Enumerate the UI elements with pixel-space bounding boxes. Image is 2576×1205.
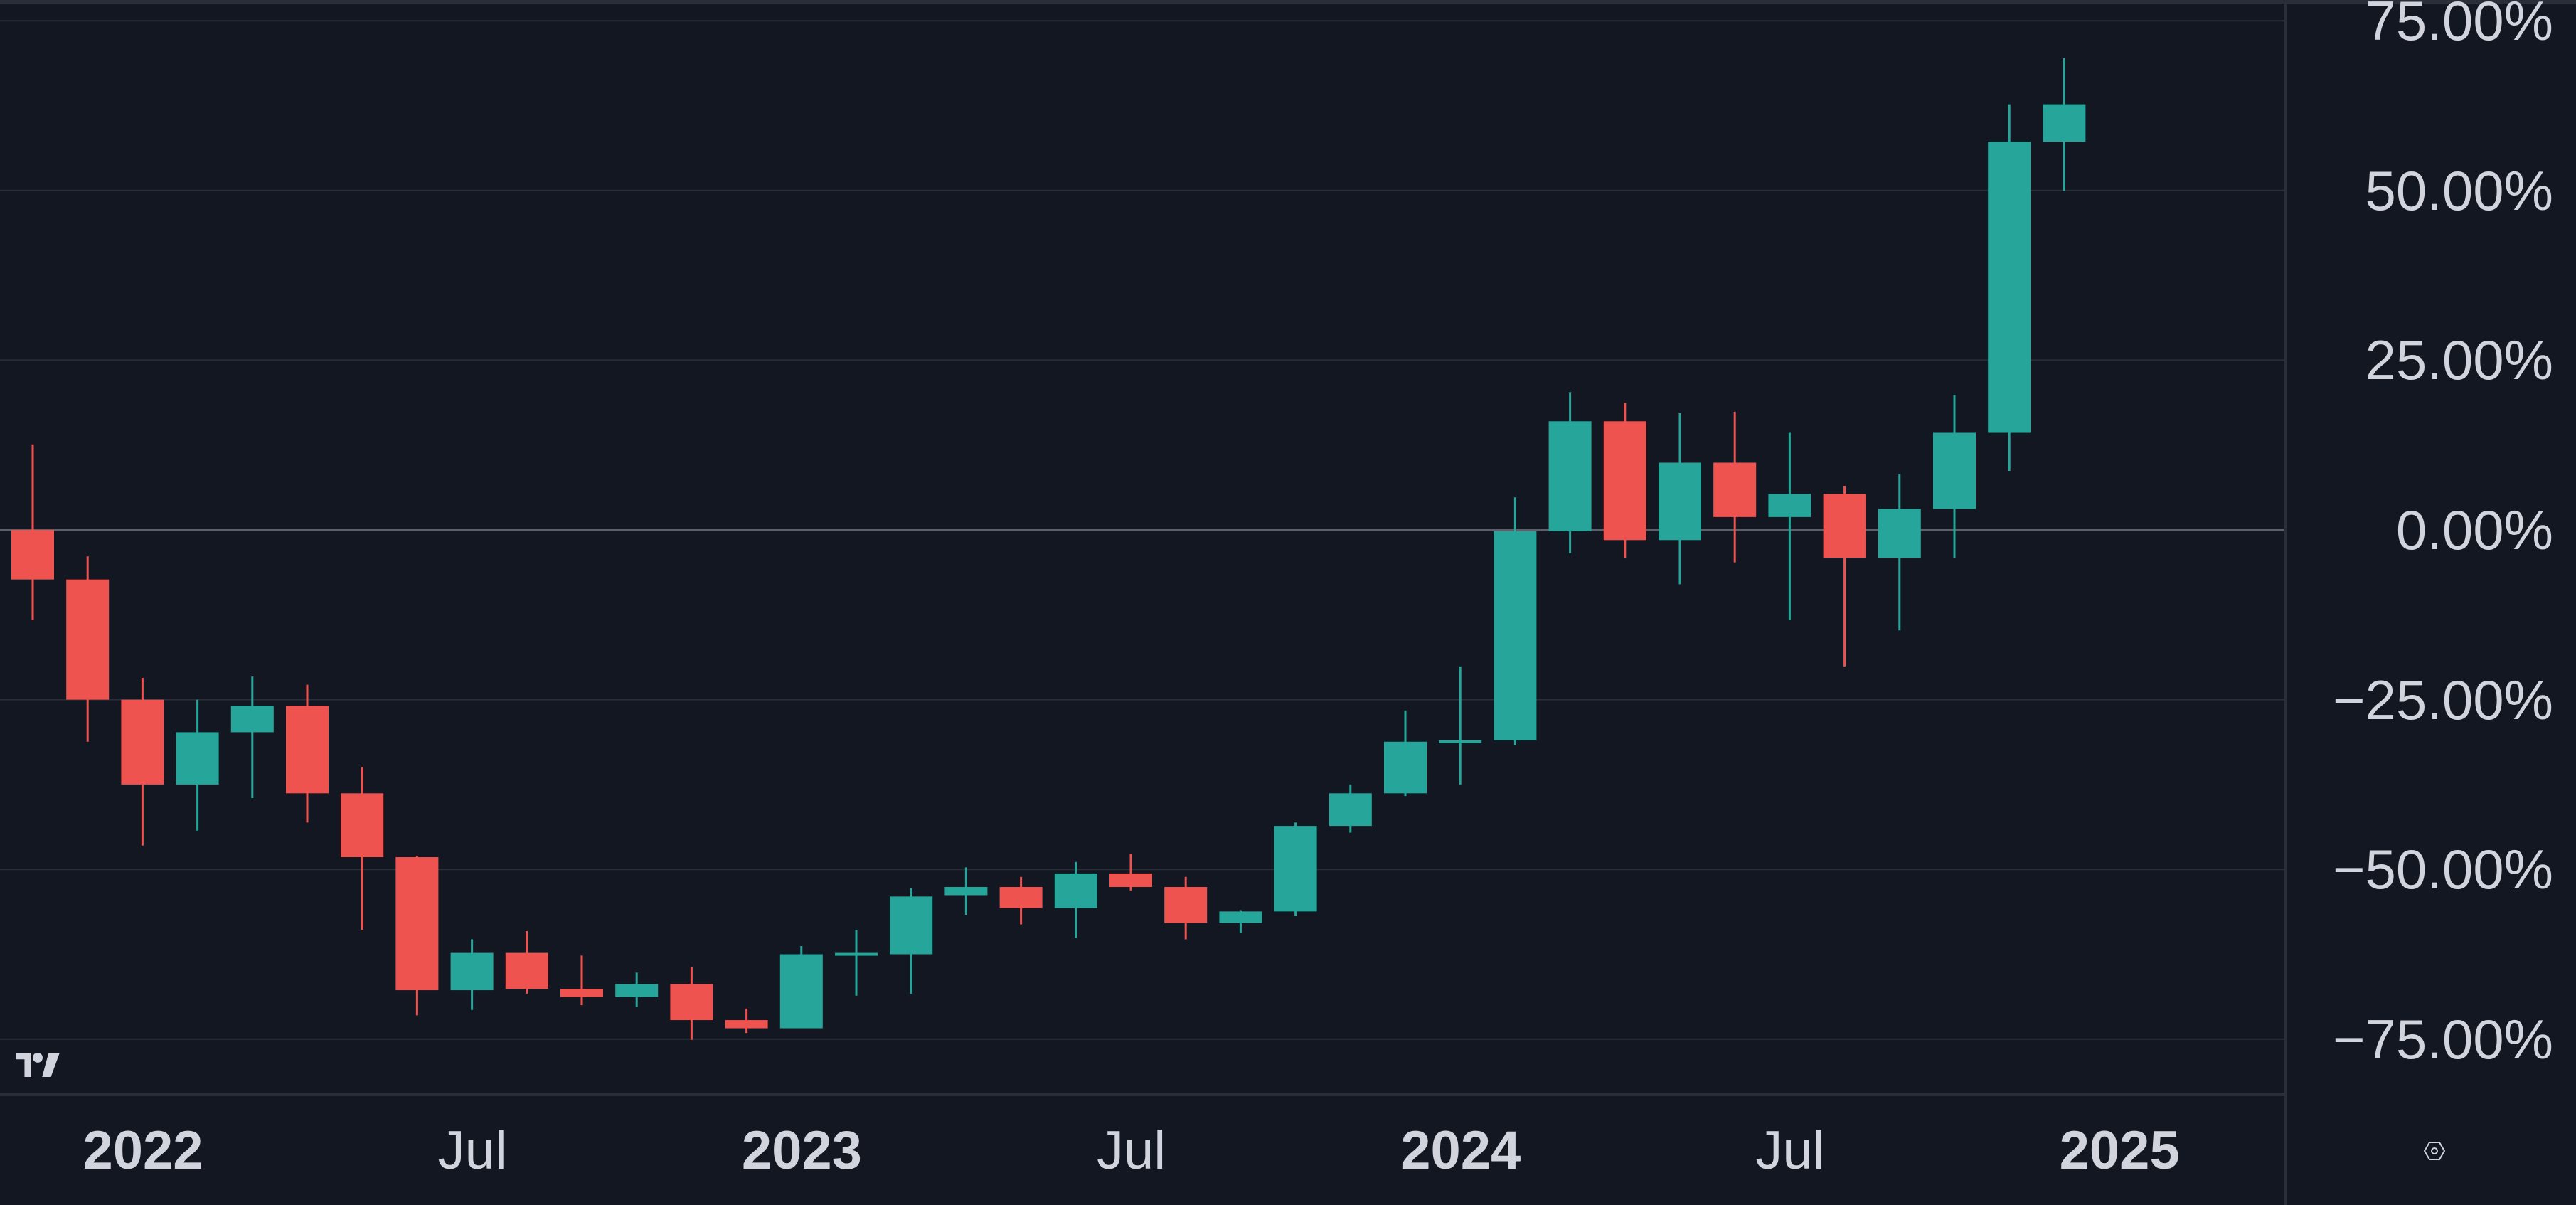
candle-2022-01[interactable] bbox=[11, 444, 54, 620]
candle-2024-01[interactable] bbox=[1329, 784, 1372, 833]
candle-body bbox=[670, 984, 713, 1021]
candle-body bbox=[1659, 462, 1701, 541]
candle-2023-07[interactable] bbox=[999, 876, 1043, 925]
candle-2024-10[interactable] bbox=[1823, 485, 1866, 667]
candle-body bbox=[1384, 741, 1427, 794]
candle-body bbox=[1878, 509, 1921, 558]
candle-body bbox=[944, 887, 988, 896]
price-tick-label: −75.00% bbox=[2332, 1007, 2553, 1071]
candle-body bbox=[2043, 104, 2086, 142]
candle-body bbox=[1823, 494, 1866, 558]
candle-2024-07[interactable] bbox=[1659, 413, 1701, 585]
candle-2024-12[interactable] bbox=[1933, 395, 1976, 558]
tradingview-logo-icon[interactable] bbox=[16, 1053, 60, 1077]
candle-2024-02[interactable] bbox=[1384, 710, 1427, 797]
month-tick-label: Jul bbox=[1755, 1120, 1825, 1181]
candle-2024-11[interactable] bbox=[1878, 474, 1921, 631]
candle-body bbox=[121, 699, 164, 785]
candle-body bbox=[1219, 911, 1262, 923]
candle-body bbox=[176, 732, 219, 785]
year-tick-label: 2023 bbox=[741, 1120, 862, 1181]
candle-2024-09[interactable] bbox=[1768, 432, 1811, 620]
price-tick-label: −25.00% bbox=[2332, 668, 2553, 731]
candle-body bbox=[835, 952, 878, 956]
candle-body bbox=[999, 887, 1043, 908]
candle-body bbox=[395, 857, 439, 991]
candle-2023-10[interactable] bbox=[1164, 876, 1208, 940]
candle-body bbox=[450, 952, 494, 991]
candle-2022-03[interactable] bbox=[121, 678, 164, 846]
candle-body bbox=[1494, 531, 1537, 740]
candle-body bbox=[66, 579, 110, 700]
price-tick-label: −50.00% bbox=[2332, 838, 2553, 901]
candle-body bbox=[230, 706, 274, 733]
candle-2022-02[interactable] bbox=[66, 556, 110, 742]
candle-body bbox=[11, 530, 54, 580]
candle-body bbox=[1548, 421, 1592, 531]
candle-2022-09[interactable] bbox=[450, 939, 494, 1010]
candle-2024-04[interactable] bbox=[1494, 497, 1537, 745]
candle-2025-02[interactable] bbox=[2043, 58, 2086, 191]
candle-body bbox=[505, 952, 548, 989]
candle-2023-01[interactable] bbox=[670, 967, 713, 1040]
candle-body bbox=[1603, 421, 1646, 541]
candle-body bbox=[1329, 793, 1372, 827]
time-axis[interactable]: 2022 Jul 2023 Jul 2024 Jul 2025 bbox=[0, 1093, 2284, 1205]
candle-2023-02[interactable] bbox=[725, 1008, 768, 1034]
price-tick-label: 75.00% bbox=[2365, 0, 2553, 53]
year-tick-label: 2024 bbox=[1400, 1120, 1521, 1181]
candle-body bbox=[560, 989, 603, 997]
candle-2023-06[interactable] bbox=[944, 867, 988, 915]
top-border bbox=[0, 0, 2576, 4]
candle-body bbox=[1713, 462, 1757, 517]
price-tick-label: 0.00% bbox=[2395, 499, 2553, 561]
candle-body bbox=[1274, 826, 1317, 912]
candlestick-series bbox=[0, 20, 2284, 1040]
price-axis[interactable]: 75.00% 50.00% 25.00% 0.00% −25.00% −50.00% −75… bbox=[2284, 0, 2576, 1205]
candle-2023-11[interactable] bbox=[1219, 910, 1262, 933]
year-tick-label: 2025 bbox=[2059, 1120, 2180, 1181]
candle-body bbox=[1933, 432, 1976, 509]
price-tick-label: 25.00% bbox=[2365, 329, 2553, 392]
candle-body bbox=[1988, 142, 2031, 433]
candle-body bbox=[1164, 887, 1208, 923]
candle-2022-11[interactable] bbox=[560, 955, 603, 1006]
candle-2024-03[interactable] bbox=[1439, 666, 1482, 785]
candle-2023-05[interactable] bbox=[890, 888, 933, 994]
price-tick-label: 50.00% bbox=[2365, 159, 2553, 222]
month-tick-label: Jul bbox=[437, 1120, 507, 1181]
candle-2024-05[interactable] bbox=[1548, 392, 1592, 553]
candle-2023-04[interactable] bbox=[835, 930, 878, 996]
year-tick-label: 2022 bbox=[83, 1120, 203, 1181]
candle-2022-06[interactable] bbox=[286, 684, 329, 823]
candle-body bbox=[1768, 494, 1811, 517]
chart-plot-area[interactable] bbox=[0, 4, 2284, 1093]
candle-2022-08[interactable] bbox=[395, 856, 439, 1016]
hexagon-settings-icon[interactable] bbox=[2424, 1140, 2445, 1162]
candle-body bbox=[725, 1020, 768, 1029]
candle-2023-12[interactable] bbox=[1274, 822, 1317, 917]
candle-2022-12[interactable] bbox=[615, 972, 659, 1007]
candle-2024-06[interactable] bbox=[1603, 403, 1646, 558]
candle-2023-09[interactable] bbox=[1109, 854, 1152, 891]
candle-2022-10[interactable] bbox=[505, 931, 548, 994]
candle-body bbox=[1054, 873, 1097, 908]
candle-2022-04[interactable] bbox=[176, 699, 219, 831]
candle-2025-01[interactable] bbox=[1988, 104, 2031, 471]
candle-2022-05[interactable] bbox=[230, 676, 274, 798]
candle-body bbox=[779, 954, 823, 1029]
candle-2023-08[interactable] bbox=[1054, 861, 1097, 938]
candle-2022-07[interactable] bbox=[341, 767, 384, 930]
candle-body bbox=[1109, 873, 1152, 888]
candle-2024-08[interactable] bbox=[1713, 411, 1757, 563]
candle-body bbox=[890, 896, 933, 955]
candle-body bbox=[286, 706, 329, 794]
month-tick-label: Jul bbox=[1097, 1120, 1166, 1181]
candle-body bbox=[1439, 740, 1482, 743]
candle-body bbox=[341, 793, 384, 858]
candle-2023-03[interactable] bbox=[779, 946, 823, 1029]
candle-body bbox=[615, 984, 659, 997]
